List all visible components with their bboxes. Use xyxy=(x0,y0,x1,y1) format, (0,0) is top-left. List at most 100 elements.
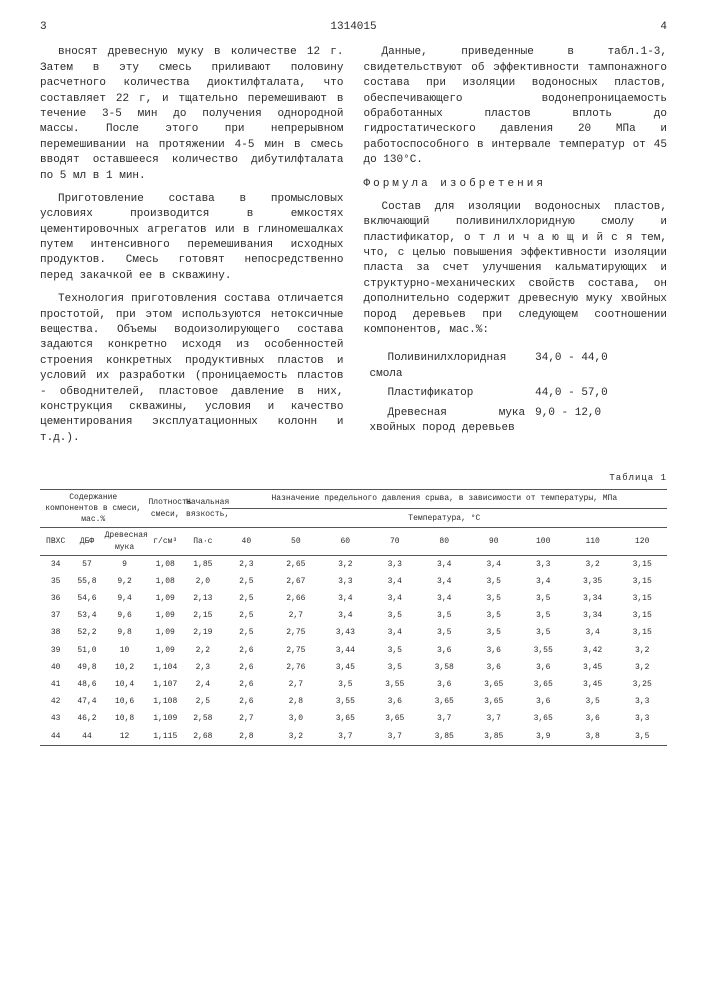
table-cell: 3,65 xyxy=(469,693,518,710)
table-cell: 3,44 xyxy=(321,642,370,659)
table-cell: 3,65 xyxy=(518,676,567,693)
table-cell: 3,5 xyxy=(420,624,469,641)
table-row: 4148,610,41,1072,42,62,73,53,553,63,653,… xyxy=(40,676,667,693)
left-column: вносят древесную муку в количестве 12 г.… xyxy=(40,45,344,454)
table-cell: 3,4 xyxy=(518,573,567,590)
table-cell: 3,6 xyxy=(469,659,518,676)
table-cell: 42 xyxy=(40,693,71,710)
table-cell: 1,09 xyxy=(146,590,184,607)
table-cell: 10,8 xyxy=(103,710,147,727)
table-cell: 2,68 xyxy=(184,728,222,746)
claim-value: 34,0 - 44,0 xyxy=(531,350,665,383)
th-t40: 40 xyxy=(222,528,271,555)
table-cell: 3,6 xyxy=(420,676,469,693)
table-cell: 2,4 xyxy=(184,676,222,693)
table-cell: 3,5 xyxy=(321,676,370,693)
table-cell: 3,6 xyxy=(568,710,617,727)
table-cell: 43 xyxy=(40,710,71,727)
table-cell: 9,2 xyxy=(103,573,147,590)
table-cell: 2,58 xyxy=(184,710,222,727)
table-cell: 2,76 xyxy=(271,659,320,676)
table-cell: 2,5 xyxy=(222,590,271,607)
table-cell: 10,2 xyxy=(103,659,147,676)
table-cell: 3,55 xyxy=(321,693,370,710)
table-cell: 3,2 xyxy=(271,728,320,746)
table-row: 3753,49,61,092,152,52,73,43,53,53,53,53,… xyxy=(40,607,667,624)
table-cell: 1,08 xyxy=(146,555,184,573)
table-cell: 12 xyxy=(103,728,147,746)
table-cell: 3,2 xyxy=(617,642,667,659)
table-cell: 41 xyxy=(40,676,71,693)
table-cell: 2,7 xyxy=(222,710,271,727)
table-cell: 2,6 xyxy=(222,642,271,659)
table-cell: 3,15 xyxy=(617,590,667,607)
table-cell: 2,5 xyxy=(222,607,271,624)
table-row: 4444121,1152,682,83,23,73,73,853,853,93,… xyxy=(40,728,667,746)
table-cell: 3,6 xyxy=(518,659,567,676)
table-cell: 3,4 xyxy=(370,573,419,590)
table-cell: 3,2 xyxy=(568,555,617,573)
table-cell: 3,5 xyxy=(469,573,518,590)
table-cell: 3,7 xyxy=(469,710,518,727)
table-cell: 2,65 xyxy=(271,555,320,573)
table-cell: 3,15 xyxy=(617,607,667,624)
table-cell: 1,107 xyxy=(146,676,184,693)
table-cell: 1,09 xyxy=(146,642,184,659)
table-cell: 3,4 xyxy=(420,590,469,607)
th-t60: 60 xyxy=(321,528,370,555)
table-cell: 3,15 xyxy=(617,555,667,573)
table-cell: 2,8 xyxy=(222,728,271,746)
th-t110: 110 xyxy=(568,528,617,555)
table-cell: 47,4 xyxy=(71,693,102,710)
table-cell: 2,6 xyxy=(222,659,271,676)
table-cell: 2,7 xyxy=(271,676,320,693)
table-cell: 44 xyxy=(71,728,102,746)
table-cell: 2,5 xyxy=(222,573,271,590)
table-cell: 2,67 xyxy=(271,573,320,590)
table-cell: 3,5 xyxy=(370,659,419,676)
table-cell: 3,35 xyxy=(568,573,617,590)
table-cell: 9,4 xyxy=(103,590,147,607)
table-cell: 3,65 xyxy=(469,676,518,693)
table1-caption: Таблица 1 xyxy=(40,472,667,485)
claim-row: Древесная мука хвойных пород деревьев 9,… xyxy=(366,405,666,438)
th-t50: 50 xyxy=(271,528,320,555)
table-row: 4247,410,61,1082,52,62,83,553,63,653,653… xyxy=(40,693,667,710)
table-row: 3852,29,81,092,192,52,753,433,43,53,53,5… xyxy=(40,624,667,641)
table-cell: 2,5 xyxy=(222,624,271,641)
table-cell: 1,115 xyxy=(146,728,184,746)
table-cell: 48,6 xyxy=(71,676,102,693)
table-cell: 2,75 xyxy=(271,642,320,659)
table-cell: 3,15 xyxy=(617,573,667,590)
table-cell: 2,5 xyxy=(184,693,222,710)
table-cell: 3,8 xyxy=(568,728,617,746)
table-cell: 3,45 xyxy=(568,659,617,676)
table-cell: 3,4 xyxy=(321,607,370,624)
th-visc-a: Начальная вязкость, xyxy=(184,489,222,528)
table-cell: 3,6 xyxy=(370,693,419,710)
table-cell: 3,2 xyxy=(321,555,370,573)
table-cell: 3,4 xyxy=(469,555,518,573)
table-cell: 3,7 xyxy=(370,728,419,746)
table-cell: 3,5 xyxy=(420,607,469,624)
table-cell: 3,5 xyxy=(518,590,567,607)
para-l1: вносят древесную муку в количестве 12 г.… xyxy=(40,45,344,184)
table-cell: 49,8 xyxy=(71,659,102,676)
table-cell: 2,3 xyxy=(222,555,271,573)
table-cell: 3,3 xyxy=(617,693,667,710)
table-cell: 2,6 xyxy=(222,676,271,693)
th-group-pressure: Назначение предельного давления срыва, в… xyxy=(222,489,667,508)
table-cell: 3,65 xyxy=(321,710,370,727)
table-cell: 3,4 xyxy=(370,590,419,607)
table-cell: 3,65 xyxy=(370,710,419,727)
th-wood: Древесная мука xyxy=(103,528,147,555)
table-cell: 3,9 xyxy=(518,728,567,746)
table-cell: 3,34 xyxy=(568,607,617,624)
th-density-b: г/см³ xyxy=(146,528,184,555)
th-t80: 80 xyxy=(420,528,469,555)
table-cell: 3,42 xyxy=(568,642,617,659)
table-cell: 54,6 xyxy=(71,590,102,607)
th-density-a: Плотность смеси, xyxy=(146,489,184,528)
table-cell: 3,3 xyxy=(321,573,370,590)
page-num-left: 3 xyxy=(40,20,47,35)
